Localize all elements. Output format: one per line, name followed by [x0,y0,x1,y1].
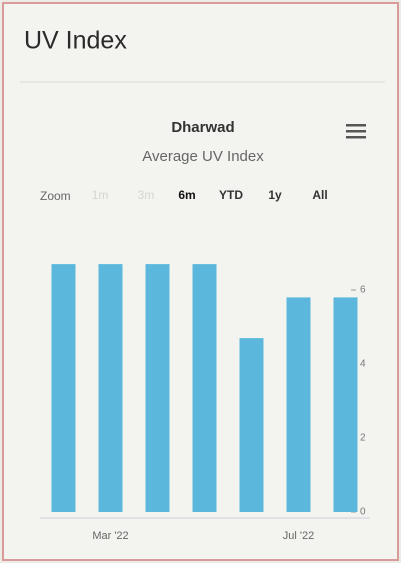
zoom-button[interactable]: 1y [268,188,282,202]
zoom-button[interactable]: All [312,188,327,202]
bar [239,338,264,512]
y-tick-label: 6 [360,285,366,296]
zoom-button: 1m [92,188,109,202]
zoom-button: 3m [138,188,155,202]
zoom-label: Zoom [40,189,71,203]
menu-button[interactable] [346,124,366,139]
bar [51,264,76,512]
y-tick-label: 2 [360,433,366,444]
menu-line [346,136,366,139]
chart-title: Dharwad [171,119,234,136]
bar [333,297,358,512]
bar [286,297,311,512]
chart-subtitle: Average UV Index [142,148,264,165]
x-tick-label: Mar '22 [92,530,128,542]
zoom-button[interactable]: 6m [178,188,195,202]
page-title: UV Index [24,27,127,55]
zoom-button[interactable]: YTD [219,188,243,202]
bar [98,264,123,512]
bar [192,264,217,512]
menu-line [346,124,366,127]
x-tick-label: Jul '22 [283,530,314,542]
y-tick-label: 0 [360,507,366,518]
menu-line [346,130,366,133]
bar [145,264,170,512]
y-tick-label: 4 [360,359,366,370]
